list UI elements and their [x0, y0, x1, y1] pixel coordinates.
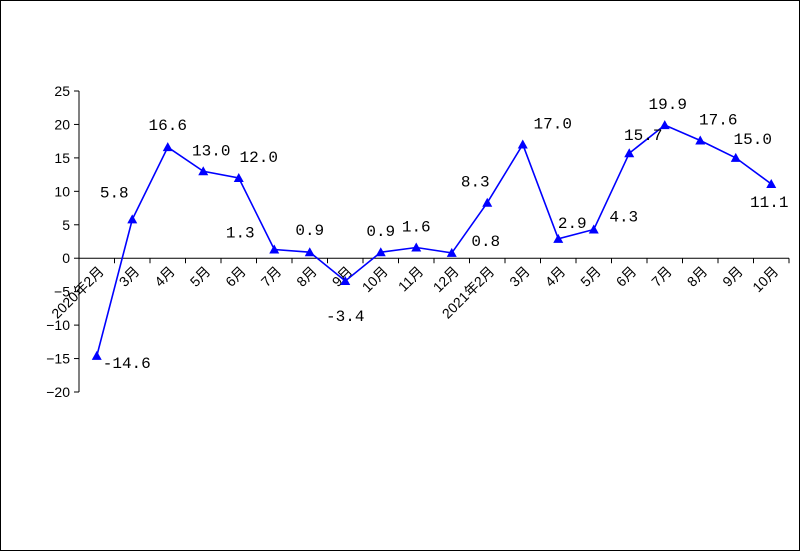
data-label: 0.9 [295, 222, 324, 240]
y-tick-label: −20 [46, 384, 70, 400]
x-tick-label: 4月 [542, 263, 569, 290]
data-label: 15.0 [734, 131, 772, 149]
x-tick-label: 8月 [684, 263, 711, 290]
y-tick-label: 5 [62, 217, 70, 233]
x-tick-label: 5月 [577, 263, 604, 290]
x-tick-label: 6月 [222, 263, 249, 290]
x-tick-label: 5月 [187, 263, 214, 290]
x-tick-label: 6月 [613, 263, 640, 290]
data-label: 8.3 [461, 174, 490, 192]
data-point-marker [411, 242, 422, 252]
y-tick-label: 25 [54, 83, 70, 99]
data-label: 0.8 [471, 233, 500, 251]
data-point-marker [730, 152, 741, 162]
data-point-marker [695, 135, 706, 145]
data-point-marker [517, 139, 528, 149]
data-label: 11.1 [750, 194, 788, 212]
data-markers [91, 120, 777, 360]
x-tick-label: 7月 [258, 263, 285, 290]
data-point-marker [766, 178, 777, 188]
series-line-path [96, 124, 772, 357]
y-tick-label: −5 [54, 284, 70, 300]
x-tick-label: 8月 [293, 263, 320, 290]
data-point-marker [304, 247, 315, 257]
data-point-marker [624, 148, 635, 158]
y-tick-label: 10 [54, 183, 70, 199]
x-tick-label: 3月 [506, 263, 533, 290]
x-tick-label: 4月 [151, 263, 178, 290]
data-point-marker [375, 247, 386, 257]
data-label: 19.9 [649, 96, 687, 114]
x-tick-label: 7月 [648, 263, 675, 290]
axes [74, 90, 790, 393]
data-label: 2.9 [558, 215, 587, 233]
y-tick-label: 0 [62, 250, 70, 266]
data-point-marker [269, 244, 280, 254]
data-point-marker [588, 224, 599, 234]
data-point-marker [127, 214, 138, 224]
data-label: 15.7 [624, 127, 662, 145]
data-point-marker [659, 120, 670, 130]
data-label: 1.3 [226, 225, 255, 243]
data-point-marker [340, 275, 351, 285]
y-tick-labels: 25 20 15 10 5 0 −5 −10 −15 −20 [46, 83, 70, 400]
x-tick-label: 9月 [719, 263, 746, 290]
data-point-marker [553, 233, 564, 243]
x-tick-label: 10月 [749, 263, 781, 295]
data-label: 17.0 [534, 116, 572, 134]
data-point-marker [482, 197, 493, 207]
data-label: 0.9 [366, 223, 395, 241]
data-label: -14.6 [103, 355, 151, 373]
series-line [96, 124, 772, 357]
x-tick-label: 12月 [430, 263, 462, 295]
data-label: 16.6 [149, 117, 187, 135]
data-point-marker [91, 350, 102, 360]
y-tick-label: −10 [46, 317, 70, 333]
data-point-marker [233, 172, 244, 182]
data-label: -3.4 [326, 308, 364, 326]
data-label: 13.0 [192, 142, 230, 160]
data-labels: -14.6 5.8 16.6 13.0 12.0 1.3 0.9 -3.4 0.9 1.6 0.8 8… [100, 96, 789, 373]
y-tick-label: −15 [46, 351, 70, 367]
data-label: 5.8 [100, 184, 129, 202]
data-label: 17.6 [699, 111, 737, 129]
data-point-marker [198, 166, 209, 176]
y-tick-label: 15 [54, 150, 70, 166]
y-tick-label: 20 [54, 116, 70, 132]
data-label: 12.0 [240, 149, 278, 167]
x-tick-label: 10月 [359, 263, 391, 295]
data-label: 1.6 [402, 219, 431, 237]
data-point-marker [162, 142, 173, 152]
data-point-marker [446, 247, 457, 257]
data-label: 4.3 [609, 208, 638, 226]
x-tick-label: 11月 [395, 263, 426, 294]
